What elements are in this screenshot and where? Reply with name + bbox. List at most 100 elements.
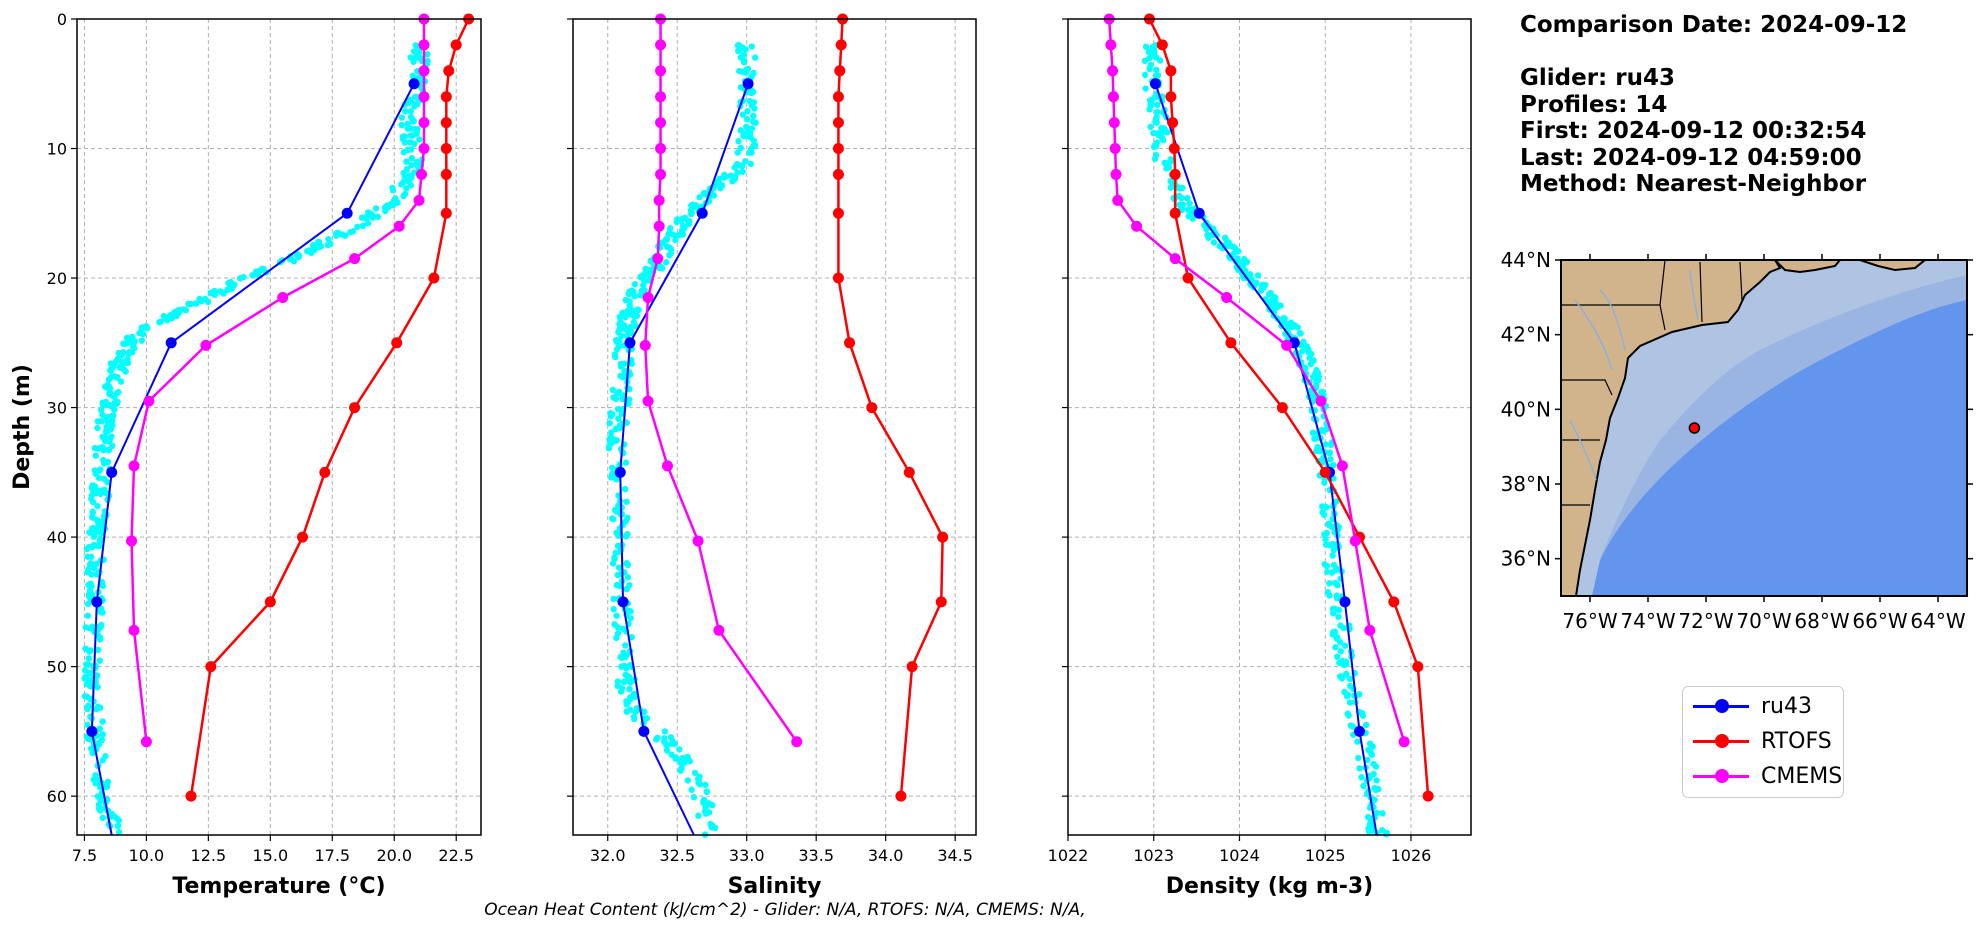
glider-observation-point <box>717 185 724 192</box>
series-point-ru43 <box>1339 596 1351 608</box>
glider-observation-point <box>173 312 180 320</box>
map-rivers <box>1569 269 1699 481</box>
glider-observation-point <box>364 209 372 216</box>
legend-item-cmems: CMEMS <box>1693 761 1842 791</box>
glider-observation-point <box>98 608 106 616</box>
glider-observation-point <box>92 452 100 459</box>
glider-observation-point <box>661 239 668 247</box>
series-point-rtofs <box>297 531 309 543</box>
glider-observation-point <box>102 428 110 435</box>
glider-observation-point <box>408 154 415 162</box>
glider-observation-point <box>615 502 622 509</box>
series-point-cmems <box>653 220 665 232</box>
map-lon-label: 74°W <box>1620 609 1675 633</box>
glider-observation-point <box>95 741 103 748</box>
glider-observation-point <box>1370 770 1377 778</box>
glider-observation-point <box>332 230 340 238</box>
glider-observation-point <box>1147 61 1154 69</box>
glider-observation-point <box>1241 256 1248 263</box>
series-line-ru43-tail <box>642 730 695 836</box>
x-tick-label: 20.0 <box>376 846 412 865</box>
glider-observation-point <box>1321 561 1328 568</box>
glider-observation-point <box>85 581 92 589</box>
glider-observation-point <box>1253 279 1260 287</box>
glider-observation-point <box>294 252 301 259</box>
glider-observation-point <box>684 777 691 784</box>
glider-observation-point <box>626 302 633 309</box>
glider-observation-point <box>709 822 716 829</box>
glider-observation-point <box>107 367 115 374</box>
glider-observation-point <box>1303 343 1311 350</box>
glider-observation-point <box>96 487 103 494</box>
glider-observation-point <box>1326 449 1334 456</box>
glider-observation-point <box>1356 765 1363 772</box>
series-point-cmems <box>1107 91 1119 103</box>
glider-observation-point <box>1223 238 1231 246</box>
glider-observation-point <box>100 460 108 467</box>
glider-observation-point <box>227 285 234 293</box>
glider-observation-point <box>99 731 107 738</box>
glider-observation-point <box>1331 628 1339 635</box>
glider-observation-point <box>614 542 622 550</box>
glider-observation-point <box>607 410 614 417</box>
glider-observation-point <box>84 612 92 619</box>
glider-observation-point <box>626 685 633 693</box>
series-point-rtofs <box>1319 466 1331 478</box>
glider-observation-point <box>637 292 644 299</box>
glider-observation-point <box>628 289 635 296</box>
glider-observation-point <box>86 677 94 684</box>
glider-observation-point <box>1358 774 1365 781</box>
glider-observation-point <box>1360 782 1367 790</box>
glider-observation-point <box>1147 123 1154 131</box>
glider-observation-point <box>193 300 200 307</box>
glider-observation-point <box>227 278 234 286</box>
glider-observation-point <box>1257 287 1265 294</box>
glider-observation-point <box>1317 448 1324 455</box>
glider-observation-point <box>1344 710 1351 717</box>
glider-observation-point <box>1146 54 1154 61</box>
glider-observation-point <box>742 157 749 165</box>
glider-observation-point <box>1322 535 1329 543</box>
glider-observation-point <box>416 136 423 143</box>
glider-observation-point <box>96 657 103 664</box>
series-point-rtofs <box>832 207 844 219</box>
glider-observation-point <box>747 160 754 168</box>
glider-observation-point <box>653 736 660 743</box>
series-point-cmems <box>1112 194 1124 206</box>
series-point-cmems <box>126 535 138 547</box>
glider-observation-point <box>739 111 747 118</box>
series-point-ru43 <box>1193 207 1205 219</box>
glider-observation-point <box>635 306 642 314</box>
series-point-cmems <box>418 39 430 51</box>
glider-observation-point <box>409 116 416 123</box>
glider-observation-point <box>735 138 742 145</box>
glider-observation-point <box>616 313 623 321</box>
series-point-ru43 <box>1354 725 1366 737</box>
glider-observation-point <box>667 245 675 253</box>
glider-observation-point <box>743 116 751 123</box>
series-point-cmems <box>1349 535 1361 547</box>
glider-observation-point <box>122 368 129 375</box>
glider-observation-point <box>1332 644 1339 651</box>
series-point-cmems <box>1281 339 1293 351</box>
glider-observation-point <box>1363 721 1370 729</box>
glider-observation-point <box>413 128 420 135</box>
series-point-cmems <box>418 143 430 155</box>
glider-observation-point <box>610 606 617 613</box>
glider-observation-point <box>1349 723 1357 730</box>
glider-observation-point <box>731 175 738 183</box>
glider-observation-point <box>90 776 97 783</box>
glider-observation-point <box>746 149 753 156</box>
glider-observation-point <box>623 665 630 672</box>
glider-observation-point <box>722 173 730 180</box>
legend-label: RTOFS <box>1761 728 1832 754</box>
glider-observation-point <box>627 695 634 703</box>
glider-observation-point <box>86 625 94 632</box>
glider-observation-point <box>1320 511 1328 519</box>
glider-observation-point <box>739 168 747 175</box>
series-point-cmems <box>277 291 289 303</box>
glider-observation-point <box>679 215 686 222</box>
series-point-ru43 <box>86 725 98 737</box>
glider-observation-point <box>623 560 630 567</box>
glider-observation-point <box>621 485 629 493</box>
